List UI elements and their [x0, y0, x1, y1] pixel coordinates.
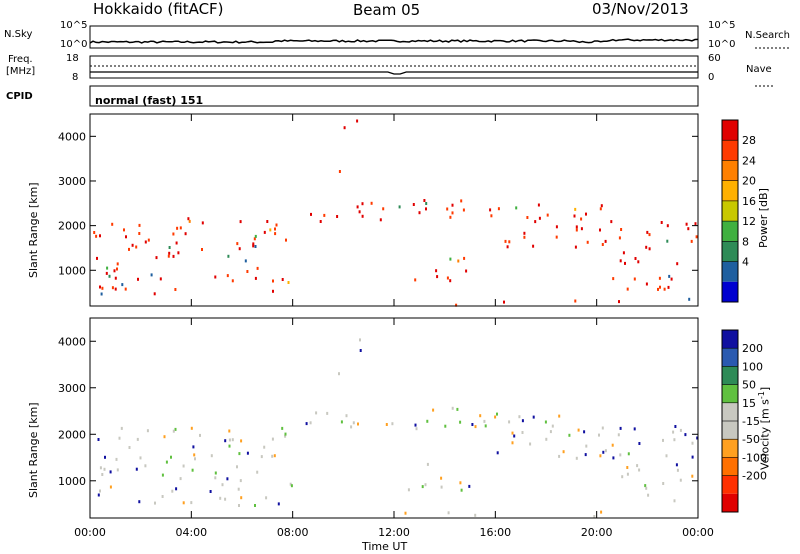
y-tick-label: 2000	[58, 428, 86, 441]
colorbar-segment	[722, 421, 738, 440]
colorbar-tick-label: 50	[742, 379, 756, 392]
velocity-heatmap	[97, 338, 699, 518]
colorbar-segment	[722, 475, 738, 494]
nsearch-label: N.Search	[745, 30, 791, 41]
colorbar-tick-label: 20	[742, 175, 756, 188]
cpid-panel	[89, 85, 699, 107]
beam-title: Beam 05	[353, 1, 421, 19]
colorbar-segment	[722, 261, 738, 282]
nsearch-tick-bottom: 10^0	[708, 39, 736, 50]
colorbar-segment	[722, 439, 738, 458]
power-frame	[89, 113, 699, 307]
colorbar-tick-label: 15	[742, 397, 756, 410]
cpid-label: CPID	[6, 91, 33, 102]
x-tick-label: 04:00	[175, 526, 207, 539]
freq-tick-bottom: 8	[72, 72, 79, 83]
y-tick-label: 3000	[58, 175, 86, 188]
x-tick-label: 12:00	[378, 526, 410, 539]
colorbar-tick-label: 8	[742, 235, 749, 248]
colorbar-segment	[722, 348, 738, 367]
power-ylabel: Slant Range [km]	[27, 182, 40, 278]
power-colorbar-label: Power [dB]	[757, 188, 770, 248]
nave-tick-bottom: 0	[708, 72, 715, 83]
colorbar-tick-label: -100	[742, 451, 767, 464]
colorbar-tick-label: -50	[742, 433, 760, 446]
colorbar-tick-label: 28	[742, 134, 756, 147]
colorbar-segment	[722, 221, 738, 242]
nave-label: Nave	[746, 64, 772, 75]
colorbar-tick-label: 24	[742, 154, 756, 167]
station-title: Hokkaido (fitACF)	[93, 0, 224, 18]
colorbar-segment	[722, 457, 738, 476]
colorbar-segment	[722, 120, 738, 141]
freq-tick-top: 18	[66, 53, 79, 64]
colorbar-tick-label: -15	[742, 415, 760, 428]
freq-panel	[89, 55, 699, 79]
freq-line	[90, 71, 698, 75]
colorbar-tick-label: 12	[742, 215, 756, 228]
nsky-label: N.Sky	[4, 29, 33, 40]
colorbar-segment	[722, 200, 738, 222]
colorbar-segment	[722, 180, 738, 201]
nsky-tick-top: 10^5	[60, 20, 88, 31]
colorbar-tick-label: 200	[742, 342, 763, 355]
x-tick-label: 16:00	[479, 526, 511, 539]
freq-label-1: Freq.	[8, 54, 33, 65]
freq-label-2: [MHz]	[6, 66, 36, 77]
colorbar-segment	[722, 366, 738, 385]
y-tick-label: 3000	[58, 382, 86, 395]
cpid-value: normal (fast) 151	[95, 94, 204, 107]
colorbar-segment	[722, 241, 738, 262]
x-tick-label: 00:00	[74, 526, 106, 539]
colorbar-segment	[722, 160, 738, 181]
power-colorbar	[721, 119, 739, 303]
colorbar-tick-label: 16	[742, 195, 756, 208]
y-tick-label: 1000	[58, 475, 86, 488]
velocity-colorbar-label: Velocity [m s-1]	[757, 386, 772, 470]
nsearch-tick-top: 10^5	[708, 20, 736, 31]
nsky-tick-bottom: 10^0	[60, 39, 88, 50]
colorbar-segment	[722, 330, 738, 349]
colorbar-segment	[722, 402, 738, 421]
colorbar-tick-label: 100	[742, 360, 763, 373]
colorbar-tick-label: 4	[742, 256, 749, 269]
date-title: 03/Nov/2013	[592, 0, 689, 18]
y-tick-label: 4000	[58, 130, 86, 143]
x-tick-label: 08:00	[277, 526, 309, 539]
x-axis-label: Time UT	[362, 540, 408, 553]
colorbar-segment	[722, 384, 738, 403]
y-tick-label: 1000	[58, 264, 86, 277]
nsky-line	[89, 38, 699, 44]
x-tick-label: 00:00	[682, 526, 714, 539]
nsky-panel	[89, 25, 699, 49]
colorbar-segment	[722, 493, 738, 512]
power-heatmap	[93, 119, 698, 307]
colorbar-segment	[722, 140, 738, 161]
y-tick-label: 2000	[58, 220, 86, 233]
x-tick-label: 20:00	[581, 526, 613, 539]
velocity-frame	[89, 317, 699, 519]
velocity-ylabel: Slant Range [km]	[27, 402, 40, 498]
colorbar-segment	[722, 281, 738, 302]
colorbar-tick-label: -200	[742, 470, 767, 483]
nave-tick-top: 60	[708, 53, 721, 64]
y-tick-label: 4000	[58, 335, 86, 348]
